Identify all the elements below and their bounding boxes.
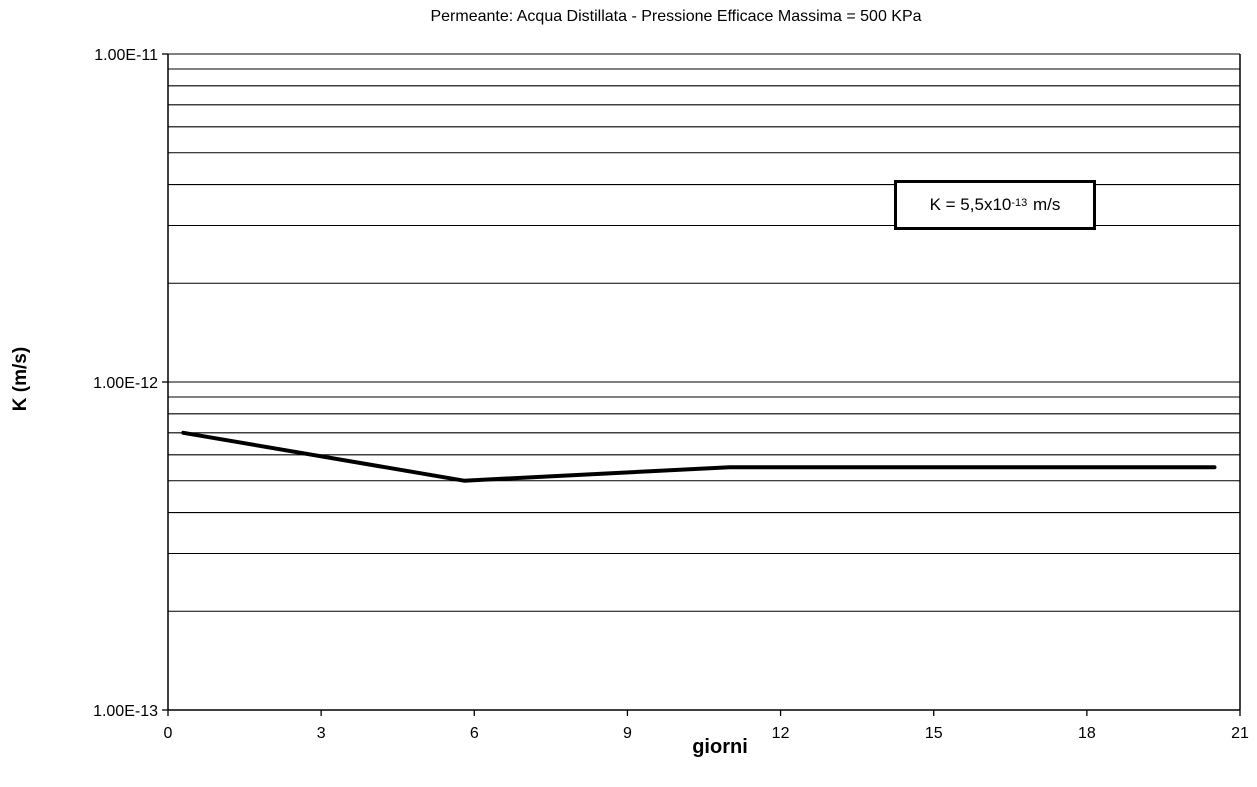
x-tick-label: 12: [772, 725, 790, 742]
chart-title: Permeante: Acqua Distillata - Pressione …: [430, 8, 922, 25]
x-tick-label: 6: [470, 725, 479, 742]
y-tick-label: 1.00E-13: [93, 703, 158, 720]
series-layer: [181, 430, 1217, 483]
y-tick-label: 1.00E-12: [93, 375, 158, 392]
x-axis-label: giorni: [692, 736, 748, 758]
annotation-exponent: -13: [1011, 197, 1028, 209]
x-tick-label: 0: [164, 725, 173, 742]
x-tick-label: 3: [317, 725, 326, 742]
y-axis-label: K (m/s): [10, 346, 31, 412]
x-tick-label: 9: [623, 725, 632, 742]
annotation-prefix: K = 5,5x10: [929, 195, 1012, 214]
grid-lines: [168, 53, 1240, 612]
y-tick-label: 1.00E-11: [94, 47, 158, 64]
y-axis-ticks: 1.00E-11 1.00E-12 1.00E-13: [93, 47, 168, 720]
x-axis-ticks: 0 3 6 9 12 15 18 21: [164, 710, 1249, 742]
x-tick-label: 15: [925, 725, 943, 742]
annotation-suffix: m/s: [1033, 195, 1061, 214]
x-tick-label: 21: [1231, 725, 1249, 742]
k-value-annotation: K = 5,5x10 -13 m/s: [894, 180, 1096, 230]
x-tick-label: 18: [1078, 725, 1096, 742]
series-line: [181, 430, 1217, 483]
